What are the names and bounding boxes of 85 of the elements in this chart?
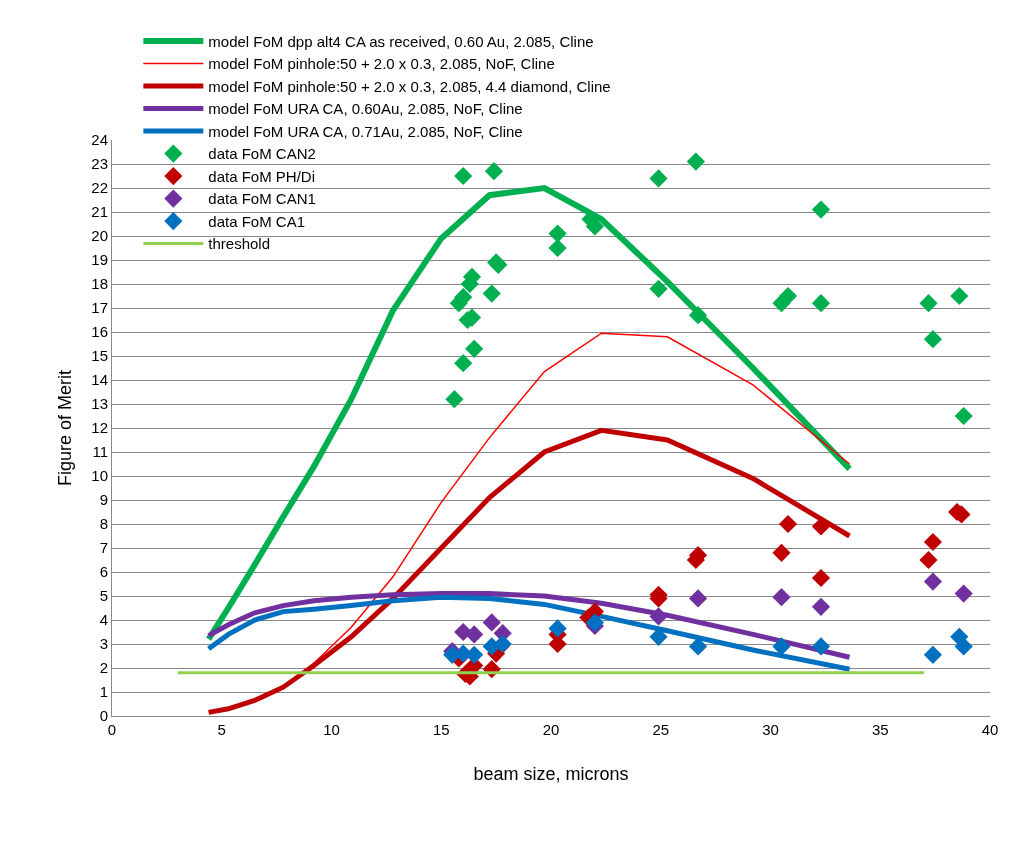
- point: [548, 224, 567, 243]
- point: [772, 637, 791, 656]
- y-tick-label: 9: [99, 491, 108, 509]
- point: [811, 637, 831, 656]
- y-tick-label: 24: [91, 131, 108, 149]
- y-tick-label: 7: [99, 539, 108, 557]
- point: [482, 613, 501, 632]
- legend-label: model FoM pinhole:50 + 2.0 x 0.3, 2.085, NoF, Cline: [208, 55, 555, 73]
- y-tick-label: 22: [91, 179, 108, 197]
- x-tick-label: 15: [432, 721, 450, 738]
- y-tick-label: 6: [99, 563, 108, 581]
- point: [482, 284, 501, 303]
- legend-label: threshold: [208, 235, 271, 253]
- x-axis-title: beam size, microns: [473, 764, 629, 785]
- y-tick-label: 23: [91, 155, 108, 173]
- point: [778, 286, 798, 306]
- legend-label: model FoM pinhole:50 + 2.0 x 0.3, 2.085, 4.4 diamond, Cline: [208, 77, 611, 95]
- legend-label: data FoM CAN2: [208, 145, 316, 163]
- y-tick-label: 8: [99, 515, 108, 533]
- y-tick-label: 11: [92, 443, 108, 461]
- y-tick-label: 13: [91, 395, 108, 413]
- y-tick-label: 17: [91, 299, 108, 317]
- point: [919, 550, 938, 570]
- point: [954, 584, 973, 603]
- point: [548, 619, 567, 638]
- legend-label: model FoM dpp alt4 CA as received, 0.60 Au, 2.085, Cline: [208, 32, 594, 50]
- y-tick-label: 19: [91, 251, 108, 269]
- point: [950, 286, 969, 306]
- x-tick-label: 20: [542, 721, 560, 738]
- point: [811, 517, 831, 536]
- x-tick-label: 10: [323, 721, 340, 738]
- point: [649, 607, 668, 626]
- point: [585, 613, 604, 632]
- legend-label: model FoM URA CA, 0.60Au, 2.085, NoF, Cline: [208, 100, 523, 118]
- point: [811, 568, 831, 588]
- y-tick-label: 12: [91, 419, 108, 437]
- y-tick-label: 16: [91, 323, 108, 341]
- legend-label: model FoM URA CA, 0.71Au, 2.085, NoF, Cline: [208, 122, 523, 140]
- point: [465, 339, 484, 358]
- y-tick-label: 1: [99, 683, 108, 701]
- y-tick-label: 4: [99, 611, 108, 629]
- legend-label: data FoM CA1: [208, 212, 306, 230]
- point: [688, 637, 708, 656]
- y-tick-label: 18: [91, 275, 108, 293]
- y-tick-label: 2: [99, 659, 108, 677]
- point: [919, 294, 938, 313]
- point: [454, 354, 473, 373]
- point: [688, 589, 708, 608]
- point: [454, 166, 473, 186]
- x-tick-label: 5: [217, 721, 226, 738]
- point: [484, 162, 504, 181]
- point: [923, 645, 943, 664]
- y-tick-label: 3: [99, 635, 108, 653]
- y-tick-label: 14: [91, 371, 108, 389]
- point: [772, 588, 791, 607]
- y-tick-label: 20: [91, 227, 108, 245]
- x-tick-label: 30: [762, 721, 779, 738]
- legend-label: data FoM CAN1: [208, 190, 316, 208]
- point: [548, 238, 567, 258]
- point: [778, 514, 798, 534]
- point: [686, 152, 705, 171]
- point: [954, 637, 973, 656]
- x-tick-label: 35: [871, 721, 889, 738]
- y-tick-label: 0: [99, 707, 108, 725]
- point: [811, 294, 831, 313]
- point: [811, 200, 831, 219]
- point: [954, 406, 973, 426]
- y-axis-title: Figure of Merit: [54, 369, 75, 487]
- y-tick-label: 5: [99, 587, 108, 605]
- point: [811, 597, 831, 616]
- point: [649, 279, 668, 298]
- point: [772, 543, 791, 562]
- point: [923, 330, 943, 349]
- x-tick-label: 40: [981, 721, 999, 738]
- point: [688, 306, 708, 325]
- point: [465, 625, 484, 644]
- point: [923, 532, 943, 552]
- x-tick-label: 25: [652, 721, 670, 738]
- point: [649, 169, 668, 188]
- y-tick-label: 21: [91, 203, 108, 221]
- point: [445, 390, 464, 409]
- legend-label: data FoM PH/Di: [208, 167, 316, 185]
- y-tick-label: 15: [91, 347, 108, 365]
- point: [923, 572, 943, 591]
- y-tick-label: 10: [91, 467, 108, 485]
